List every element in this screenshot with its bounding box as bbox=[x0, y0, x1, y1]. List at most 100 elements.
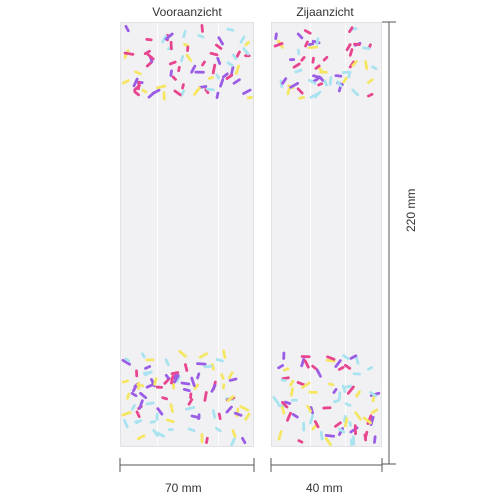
sprinkle bbox=[173, 89, 182, 97]
sprinkle bbox=[221, 72, 229, 79]
sprinkle bbox=[351, 88, 360, 97]
sprinkle bbox=[328, 76, 333, 86]
sprinkle bbox=[132, 77, 139, 88]
sprinkle bbox=[135, 369, 139, 378]
sprinkle bbox=[193, 86, 201, 96]
sprinkle bbox=[286, 411, 292, 422]
sprinkle bbox=[121, 79, 130, 85]
side-width-label: 40 mm bbox=[306, 481, 343, 495]
sprinkle bbox=[309, 413, 314, 425]
sprinkle bbox=[283, 367, 290, 372]
sprinkle bbox=[348, 420, 352, 427]
sprinkle bbox=[311, 56, 315, 64]
sprinkle bbox=[137, 80, 141, 91]
sprinkle bbox=[187, 398, 194, 406]
sprinkle bbox=[170, 371, 180, 376]
front-width-label: 70 mm bbox=[165, 481, 202, 495]
sprinkle bbox=[130, 391, 138, 398]
sprinkle bbox=[280, 378, 287, 382]
sprinkle bbox=[145, 61, 153, 68]
sprinkle bbox=[355, 356, 360, 365]
sprinkle bbox=[227, 371, 234, 380]
sprinkle bbox=[196, 372, 201, 380]
side-view-label: Zijaanzicht bbox=[296, 5, 354, 19]
sprinkle bbox=[344, 402, 352, 407]
sprinkle bbox=[217, 412, 222, 421]
sprinkle bbox=[211, 63, 217, 75]
sprinkle bbox=[322, 55, 329, 62]
sprinkle bbox=[291, 412, 299, 419]
sprinkle bbox=[203, 391, 208, 402]
sprinkle bbox=[234, 64, 241, 75]
sprinkle bbox=[235, 50, 241, 58]
sprinkle bbox=[282, 351, 286, 360]
sprinkle-pattern bbox=[272, 26, 381, 446]
sprinkle bbox=[274, 32, 278, 40]
sprinkle bbox=[216, 56, 222, 65]
sprinkle bbox=[171, 75, 177, 81]
sprinkle bbox=[309, 406, 314, 415]
sprinkle bbox=[292, 62, 301, 69]
sprinkle bbox=[369, 391, 378, 398]
sprinkle bbox=[162, 91, 166, 101]
sprinkle bbox=[132, 383, 139, 393]
sprinkle bbox=[200, 24, 204, 33]
sprinkle bbox=[121, 358, 131, 366]
sprinkle bbox=[296, 381, 306, 387]
sprinkle bbox=[222, 349, 227, 359]
sprinkle bbox=[134, 419, 142, 424]
sprinkle bbox=[130, 404, 136, 411]
sprinkle bbox=[244, 412, 251, 421]
sprinkle bbox=[337, 85, 342, 93]
sprinkle bbox=[362, 416, 372, 425]
sprinkle bbox=[324, 433, 336, 438]
sprinkle bbox=[190, 376, 196, 388]
sprinkle bbox=[217, 36, 224, 46]
sprinkle bbox=[346, 385, 355, 395]
sprinkle bbox=[197, 413, 201, 420]
sprinkle bbox=[367, 78, 374, 84]
sprinkle bbox=[153, 377, 158, 386]
sprinkle bbox=[207, 76, 215, 80]
sprinkle bbox=[334, 74, 343, 78]
sprinkle bbox=[307, 78, 317, 85]
sprinkle bbox=[156, 407, 164, 416]
sprinkle bbox=[324, 436, 332, 446]
sprinkle bbox=[242, 88, 252, 95]
sprinkle bbox=[182, 29, 187, 39]
sprinkle bbox=[185, 53, 193, 62]
sprinkle bbox=[281, 400, 289, 409]
sprinkle bbox=[225, 405, 233, 414]
sprinkle bbox=[133, 90, 140, 97]
sprinkle bbox=[229, 437, 236, 446]
bag-fold-line bbox=[345, 23, 346, 446]
sprinkle bbox=[169, 40, 173, 51]
bag-fold-line bbox=[310, 23, 311, 446]
sprinkle bbox=[143, 49, 151, 56]
sprinkle bbox=[140, 352, 146, 359]
sprinkle bbox=[306, 404, 312, 413]
sprinkle bbox=[182, 387, 191, 393]
sprinkle bbox=[337, 366, 345, 371]
sprinkle bbox=[155, 84, 167, 90]
sprinkle bbox=[228, 377, 238, 382]
sprinkle bbox=[315, 368, 322, 378]
sprinkle bbox=[209, 51, 219, 57]
sprinkle bbox=[203, 364, 213, 369]
sprinkle bbox=[139, 391, 148, 400]
sprinkle bbox=[277, 430, 283, 441]
sprinkle bbox=[352, 435, 356, 446]
sprinkle bbox=[147, 91, 156, 99]
sprinkle bbox=[215, 358, 224, 363]
sprinkle bbox=[373, 435, 377, 444]
sprinkle bbox=[172, 382, 175, 390]
sprinkle bbox=[226, 61, 234, 67]
sprinkle bbox=[353, 42, 361, 47]
sprinkle bbox=[155, 385, 163, 389]
sprinkle bbox=[341, 384, 347, 393]
sprinkle bbox=[326, 355, 336, 361]
sprinkle bbox=[189, 392, 193, 399]
sprinkle bbox=[353, 424, 357, 436]
sprinkle bbox=[298, 96, 306, 100]
sprinkle bbox=[239, 405, 250, 412]
